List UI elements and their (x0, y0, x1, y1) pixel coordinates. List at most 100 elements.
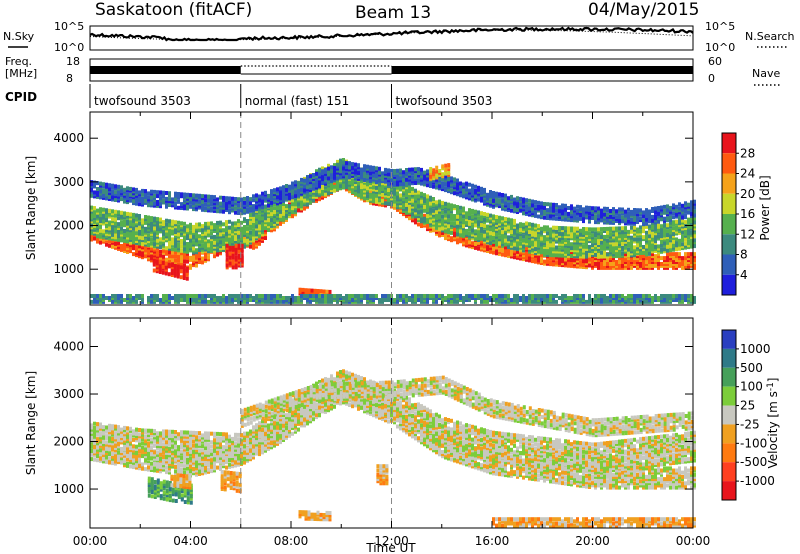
heatmap-cell (132, 187, 135, 192)
heatmap-cell (252, 222, 255, 227)
heatmap-cell (189, 242, 192, 247)
heatmap-cell (243, 196, 246, 201)
heatmap-cell (90, 193, 93, 198)
heatmap-cell (582, 227, 585, 231)
heatmap-cell (309, 174, 312, 179)
heatmap-cell (642, 235, 645, 240)
heatmap-cell (486, 218, 489, 223)
heatmap-cell (387, 192, 390, 196)
heatmap-cell (405, 168, 408, 172)
heatmap-cell (429, 195, 432, 200)
heatmap-cell (273, 217, 276, 222)
heatmap-cell (189, 200, 192, 205)
heatmap-cell (489, 193, 492, 198)
heatmap-cell (297, 190, 300, 195)
heatmap-cell (162, 254, 165, 259)
heatmap-cell (528, 202, 531, 207)
heatmap-cell (318, 182, 321, 187)
heatmap-cell (222, 228, 225, 233)
heatmap-cell (573, 234, 576, 239)
heatmap-cell (174, 254, 177, 259)
heatmap-cell (531, 199, 534, 204)
heatmap-cell (108, 243, 111, 248)
heatmap-cell (201, 224, 204, 229)
heatmap-cell (180, 244, 183, 249)
nave-label: Nave (752, 67, 780, 80)
heatmap-cell (417, 167, 420, 172)
heatmap-cell (186, 206, 189, 211)
heatmap-cell (504, 242, 507, 247)
heatmap-cell (309, 200, 312, 205)
heatmap-cell (114, 209, 117, 214)
heatmap-cell (534, 223, 537, 228)
heatmap-cell (303, 178, 306, 183)
heatmap-cell (243, 217, 246, 222)
heatmap-cell (504, 253, 507, 258)
heatmap-cell (201, 203, 204, 208)
heatmap-cell (564, 238, 567, 242)
heatmap-cell (207, 255, 210, 260)
heatmap-cell (237, 209, 240, 213)
heatmap-cell (324, 192, 327, 197)
heatmap-cell (612, 242, 615, 247)
heatmap-cell (477, 246, 480, 251)
heatmap-cell (315, 171, 318, 176)
heatmap-cell (348, 189, 351, 194)
heatmap-cell (468, 231, 471, 236)
heatmap-cell (240, 197, 243, 202)
heatmap-cell (522, 222, 525, 227)
heatmap-cell (498, 215, 501, 220)
heatmap-cell (519, 241, 522, 246)
cpid-segment-label: normal (fast) 151 (245, 94, 349, 108)
heatmap-cell (210, 225, 213, 230)
heatmap-cell (288, 192, 291, 197)
heatmap-cell (564, 203, 567, 208)
heatmap-cell (597, 227, 600, 232)
heatmap-cell (237, 223, 240, 227)
heatmap-cell (243, 225, 246, 229)
heatmap-cell (249, 220, 252, 225)
heatmap-cell (486, 192, 489, 197)
heatmap-cell (543, 215, 546, 220)
heatmap-cell (600, 244, 603, 249)
heatmap-cell (525, 251, 528, 256)
heatmap-cell (183, 192, 186, 197)
heatmap-cell (192, 240, 195, 245)
cpid-segment-label: twofsound 3503 (396, 94, 493, 108)
heatmap-cell (588, 235, 591, 240)
heatmap-cell (450, 236, 453, 241)
heatmap-cell (159, 253, 162, 258)
heatmap-cell (177, 192, 180, 196)
heatmap-cell (96, 237, 99, 242)
heatmap-cell (555, 260, 558, 265)
heatmap-cell (654, 239, 657, 243)
heatmap-cell (282, 185, 285, 190)
heatmap-cell (513, 236, 516, 241)
heatmap-cell (591, 257, 594, 262)
heatmap-cell (555, 245, 558, 250)
heatmap-cell (228, 241, 231, 246)
heatmap-cell (174, 258, 177, 263)
heatmap-cell (204, 194, 207, 199)
heatmap-cell (267, 193, 270, 198)
heatmap-cell (441, 210, 444, 215)
heatmap-cell (501, 234, 504, 238)
heatmap-cell (414, 167, 417, 172)
heatmap-cell (567, 206, 570, 210)
heatmap-cell (537, 200, 540, 205)
heatmap-cell (453, 221, 456, 226)
heatmap-cell (690, 252, 693, 257)
heatmap-cell (393, 199, 396, 204)
heatmap-cell (138, 190, 141, 195)
heatmap-cell (498, 198, 501, 203)
heatmap-cell (414, 173, 417, 178)
heatmap-cell (402, 203, 405, 208)
heatmap-cell (300, 196, 303, 201)
heatmap-cell (393, 203, 396, 208)
heatmap-cell (387, 168, 390, 173)
heatmap-cell (501, 216, 504, 221)
heatmap-cell (150, 189, 153, 194)
heatmap-cell (153, 189, 156, 194)
heatmap-cell (204, 198, 207, 203)
heatmap-cell (336, 181, 339, 186)
